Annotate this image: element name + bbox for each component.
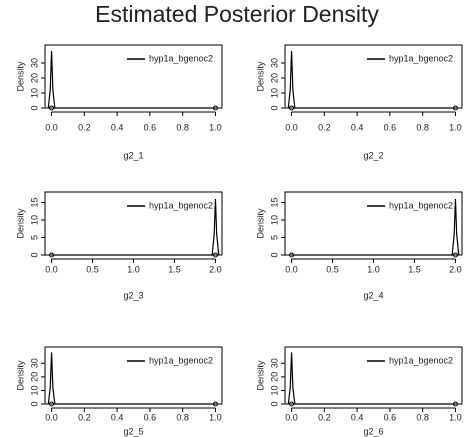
- y-tick-label: 15: [29, 197, 39, 207]
- x-tick-label: 0.2: [78, 412, 91, 422]
- point: [289, 252, 295, 258]
- y-tick-label: 10: [269, 385, 279, 395]
- density-line: [47, 352, 216, 405]
- x-tick-label: 0.0: [45, 122, 58, 132]
- x-tick-label: 0.2: [78, 122, 91, 132]
- x-tick-label: 1.0: [449, 122, 462, 132]
- y-axis-label: Density: [255, 61, 265, 92]
- point: [289, 105, 295, 111]
- x-tick-label: 1.5: [408, 264, 421, 274]
- density-line: [51, 198, 220, 256]
- y-tick-label: 10: [29, 215, 39, 225]
- point: [49, 252, 55, 258]
- x-tick-label: 1.5: [168, 264, 181, 274]
- legend-label: hyp1a_bgenoc2: [149, 355, 213, 365]
- point: [452, 252, 458, 258]
- point: [289, 401, 295, 407]
- x-tick-label: 0.4: [351, 122, 364, 132]
- x-tick-label: 0.0: [45, 264, 58, 274]
- density-line: [287, 50, 456, 109]
- y-tick-label: 10: [269, 215, 279, 225]
- x-tick-label: 0.2: [318, 412, 331, 422]
- y-tick-label: 30: [269, 358, 279, 368]
- x-axis-label: g2_6: [363, 426, 383, 436]
- legend-label: hyp1a_bgenoc2: [389, 200, 453, 210]
- x-tick-label: 0.6: [144, 122, 157, 132]
- x-tick-label: 0.6: [384, 412, 397, 422]
- x-tick-label: 1.0: [127, 264, 140, 274]
- point: [49, 401, 55, 407]
- density-line: [291, 198, 460, 256]
- x-axis-label: g2_5: [123, 426, 143, 436]
- y-tick-label: 0: [29, 401, 39, 406]
- x-tick-label: 1.0: [449, 412, 462, 422]
- x-tick-label: 0.6: [144, 412, 157, 422]
- x-tick-label: 0.2: [318, 122, 331, 132]
- y-tick-label: 30: [29, 358, 39, 368]
- x-tick-label: 0.8: [416, 122, 429, 132]
- y-axis-label: Density: [255, 208, 265, 239]
- point: [212, 105, 218, 111]
- x-tick-label: 0.0: [45, 412, 58, 422]
- x-tick-label: 1.0: [209, 122, 222, 132]
- y-tick-label: 10: [269, 88, 279, 98]
- density-line: [287, 352, 456, 405]
- x-tick-label: 0.8: [176, 122, 189, 132]
- x-tick-label: 0.5: [326, 264, 339, 274]
- y-tick-label: 0: [269, 252, 279, 257]
- y-tick-label: 5: [269, 235, 279, 240]
- y-tick-label: 15: [269, 197, 279, 207]
- x-axis-label: g2_4: [363, 290, 383, 300]
- x-tick-label: 1.0: [209, 412, 222, 422]
- y-tick-label: 0: [29, 252, 39, 257]
- x-tick-label: 2.0: [209, 264, 222, 274]
- y-tick-label: 10: [29, 385, 39, 395]
- x-tick-label: 1.0: [367, 264, 380, 274]
- legend-label: hyp1a_bgenoc2: [149, 200, 213, 210]
- x-tick-label: 0.8: [176, 412, 189, 422]
- x-tick-label: 0.0: [285, 122, 298, 132]
- x-tick-label: 0.5: [86, 264, 99, 274]
- x-tick-label: 0.4: [111, 412, 124, 422]
- point: [212, 252, 218, 258]
- x-tick-label: 0.0: [285, 264, 298, 274]
- x-axis-label: g2_1: [123, 150, 143, 160]
- x-tick-label: 0.4: [351, 412, 364, 422]
- y-tick-label: 0: [29, 105, 39, 110]
- x-axis-label: g2_2: [363, 150, 383, 160]
- x-tick-label: 0.0: [285, 412, 298, 422]
- legend-label: hyp1a_bgenoc2: [149, 53, 213, 63]
- point: [452, 105, 458, 111]
- y-axis-label: Density: [15, 360, 25, 391]
- y-tick-label: 30: [29, 58, 39, 68]
- y-tick-label: 20: [29, 73, 39, 83]
- chart-title: Estimated Posterior Density: [95, 1, 379, 27]
- y-tick-label: 30: [269, 58, 279, 68]
- point: [212, 401, 218, 407]
- y-axis-label: Density: [15, 61, 25, 92]
- density-line: [47, 50, 216, 109]
- legend-label: hyp1a_bgenoc2: [389, 355, 453, 365]
- legend-label: hyp1a_bgenoc2: [389, 53, 453, 63]
- x-tick-label: 0.4: [111, 122, 124, 132]
- y-tick-label: 20: [29, 372, 39, 382]
- y-axis-label: Density: [255, 360, 265, 391]
- x-tick-label: 0.6: [384, 122, 397, 132]
- point: [452, 401, 458, 407]
- point: [49, 105, 55, 111]
- y-axis-label: Density: [15, 208, 25, 239]
- x-tick-label: 2.0: [449, 264, 462, 274]
- y-tick-label: 0: [269, 105, 279, 110]
- y-tick-label: 5: [29, 235, 39, 240]
- y-tick-label: 20: [269, 73, 279, 83]
- y-tick-label: 20: [269, 372, 279, 382]
- y-tick-label: 10: [29, 88, 39, 98]
- x-axis-label: g2_3: [123, 290, 143, 300]
- x-tick-label: 0.8: [416, 412, 429, 422]
- y-tick-label: 0: [269, 401, 279, 406]
